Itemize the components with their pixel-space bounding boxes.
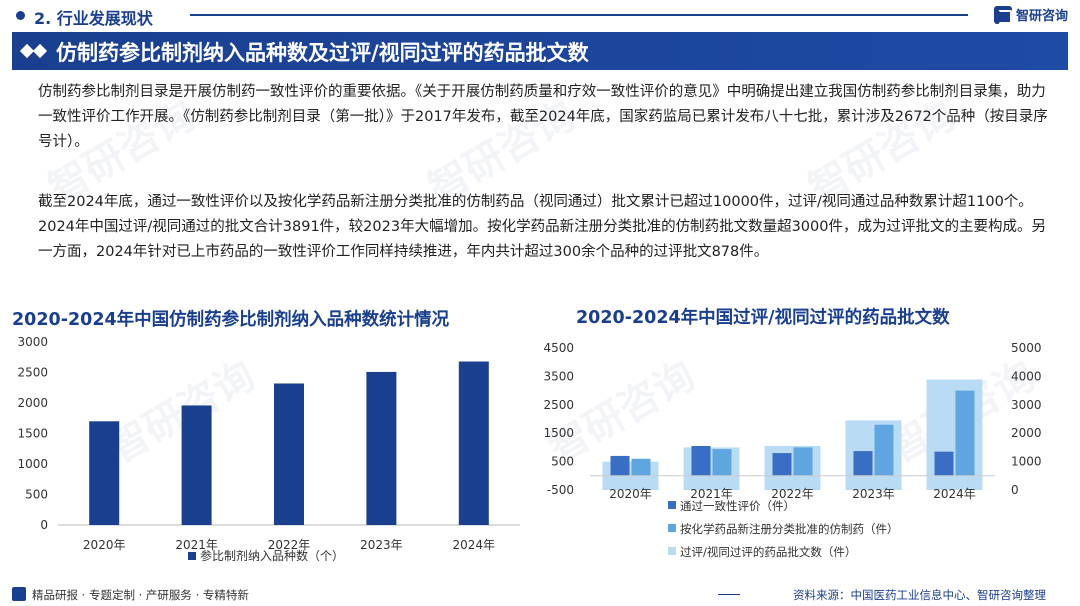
legend-swatch (668, 501, 676, 509)
bar (772, 453, 792, 476)
legend-swatch (668, 524, 676, 532)
bar (955, 390, 975, 476)
brand-logo: 智研咨询 (993, 5, 1068, 24)
x-tick-label: 2021年 (175, 538, 218, 552)
x-tick-label: 2022年 (771, 487, 814, 501)
diamond-icon (19, 43, 50, 59)
y-right-tick-label: 0 (1011, 483, 1019, 497)
bar (366, 371, 397, 525)
y-left-tick-label: 3500 (543, 369, 574, 383)
bar (181, 405, 212, 525)
paragraph-1: 仿制药参比制剂目录是开展仿制药一致性评价的重要依据。《关于开展仿制药质量和疗效一… (38, 84, 1048, 150)
bar (274, 383, 304, 525)
y-left-tick-label: 2500 (543, 398, 574, 412)
top-bar: 2. 行业发展现状 智研咨询 (0, 0, 1080, 30)
y-left-tick-label: -500 (547, 483, 574, 497)
x-tick-label: 2020年 (83, 538, 126, 552)
bar (712, 449, 732, 476)
chart-2: -500 500 1500 2500 3500 4500 0 1000 2000 3000 4000… (543, 341, 1042, 559)
bullet-icon (16, 11, 25, 20)
legend-label: 过评/视同过评的药品批文数（件） (680, 545, 856, 559)
bar (458, 361, 489, 525)
bar (631, 458, 651, 476)
source-note: 资料来源：中国医药工业信息中心、智研咨询整理 (793, 588, 1046, 602)
y-tick-label: 2500 (17, 366, 48, 380)
legend-label: 按化学药品新注册分类批准的仿制药（件） (680, 522, 899, 536)
y-right-tick-label: 2000 (1011, 426, 1042, 440)
chart-1-title: 2020-2024年中国仿制药参比制剂纳入品种数统计情况 (12, 310, 450, 330)
footer-divider (718, 594, 740, 595)
y-tick-label: 2000 (17, 396, 48, 410)
paragraph-2: 截至2024年底，通过一致性评价以及按化学药品新注册分类批准的仿制药品（视同通过… (38, 194, 1046, 260)
header-divider (190, 14, 968, 16)
bar (610, 455, 630, 476)
bar (874, 424, 894, 476)
legend-swatch (668, 547, 676, 555)
x-tick-label: 2023年 (852, 487, 895, 501)
bar (793, 447, 813, 476)
footer-services: 精品研报 · 专题定制 · 产研服务 · 专精特新 (32, 588, 249, 602)
page-title: 仿制药参比制剂纳入品种数及过评/视同过评的药品批文数 (56, 41, 589, 65)
brand-icon (993, 5, 1012, 24)
brand-name: 智研咨询 (1015, 9, 1068, 24)
y-right-tick-label: 4000 (1011, 369, 1042, 383)
legend-label: 参比制剂纳入品种数（个） (200, 548, 344, 563)
y-left-tick-label: 1500 (543, 426, 574, 440)
y-left-tick-label: 500 (551, 455, 574, 469)
chart-2-title: 2020-2024年中国过评/视同过评的药品批文数 (576, 308, 950, 328)
y-tick-label: 1500 (17, 427, 48, 441)
x-tick-label: 2022年 (268, 538, 311, 552)
y-right-tick-label: 5000 (1011, 341, 1042, 355)
section-label: 2. 行业发展现状 (34, 9, 153, 28)
y-left-tick-label: 4500 (543, 341, 574, 355)
footer-logo-icon (12, 587, 26, 601)
x-tick-label: 2020年 (609, 487, 652, 501)
chart-1: 0 500 1000 1500 2000 2500 3000 2020年 2021年 2022年 2… (17, 335, 520, 563)
y-tick-label: 0 (40, 518, 48, 532)
x-tick-label: 2024年 (933, 487, 976, 501)
x-tick-label: 2023年 (360, 538, 403, 552)
legend-label: 通过一致性评价（件） (680, 499, 795, 513)
y-right-tick-label: 1000 (1011, 455, 1042, 469)
y-right-tick-label: 3000 (1011, 398, 1042, 412)
legend-swatch (188, 552, 196, 560)
bar (691, 445, 711, 476)
x-tick-label: 2024年 (453, 538, 496, 552)
bar (934, 451, 954, 476)
x-tick-label: 2021年 (690, 487, 733, 501)
y-tick-label: 500 (25, 488, 48, 502)
bar (853, 451, 873, 476)
footer: 精品研报 · 专题定制 · 产研服务 · 专精特新 资料来源：中国医药工业信息中… (0, 584, 1080, 606)
bar (89, 421, 120, 525)
y-tick-label: 3000 (17, 335, 48, 349)
title-bar: 仿制药参比制剂纳入品种数及过评/视同过评的药品批文数 (12, 32, 1068, 70)
y-tick-label: 1000 (17, 457, 48, 471)
